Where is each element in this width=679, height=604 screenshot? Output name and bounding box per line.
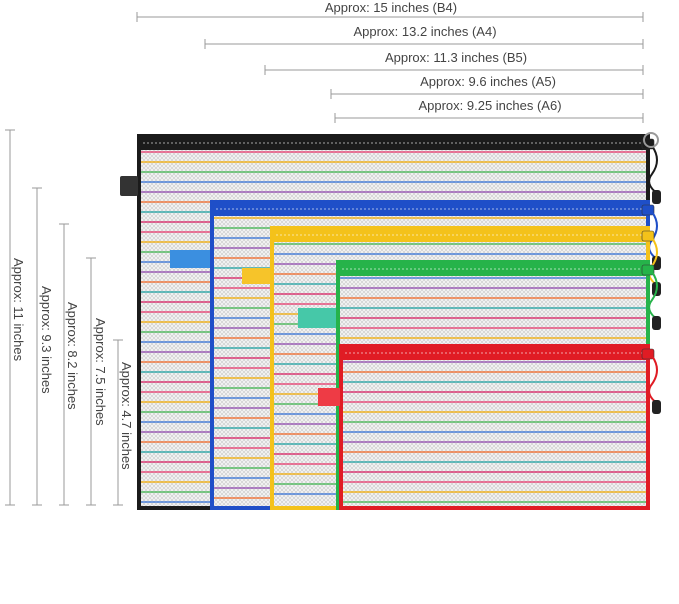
dimension-lines: [5, 12, 644, 506]
zipper-pull: [641, 230, 655, 242]
zipper-band: [139, 136, 648, 150]
height-label-9-3: Approx: 9.3 inches: [39, 286, 54, 394]
black-bag-tab: [120, 176, 138, 196]
width-label-a6: Approx: 9.25 inches (A6): [418, 98, 562, 113]
height-label-8-2: Approx: 8.2 inches: [65, 302, 80, 410]
zipper-cord: [648, 271, 659, 321]
zipper-pull: [641, 204, 655, 216]
yellow-bag-tab: [242, 268, 270, 284]
width-label-b4: Approx: 15 inches (B4): [324, 0, 458, 15]
cord-stopper: [652, 316, 661, 330]
width-label-b5: Approx: 11.3 inches (B5): [384, 50, 528, 65]
zipper-cord: [648, 355, 659, 405]
zipper-pull: [641, 264, 655, 276]
red-mesh-bag: [339, 344, 661, 510]
green-bag-tab: [298, 308, 336, 328]
zipper-cord: [648, 145, 659, 195]
bag-stack: [120, 132, 661, 510]
cord-stopper: [652, 400, 661, 414]
red-bag-tab: [318, 388, 340, 406]
width-label-a5: Approx: 9.6 inches (A5): [420, 74, 556, 89]
zipper-pull: [641, 348, 655, 360]
cord-stopper: [652, 190, 661, 204]
width-label-a4: Approx: 13.2 inches (A4): [353, 24, 497, 39]
mesh-panel: [341, 346, 648, 508]
height-label-4-7: Approx: 4.7 inches: [119, 362, 134, 470]
zipper-band: [338, 262, 648, 276]
height-label-11: Approx: 11 inches: [11, 258, 26, 362]
blue-bag-tab: [170, 250, 210, 268]
height-label-7-5: Approx: 7.5 inches: [93, 318, 108, 426]
key-ring: [643, 132, 659, 148]
